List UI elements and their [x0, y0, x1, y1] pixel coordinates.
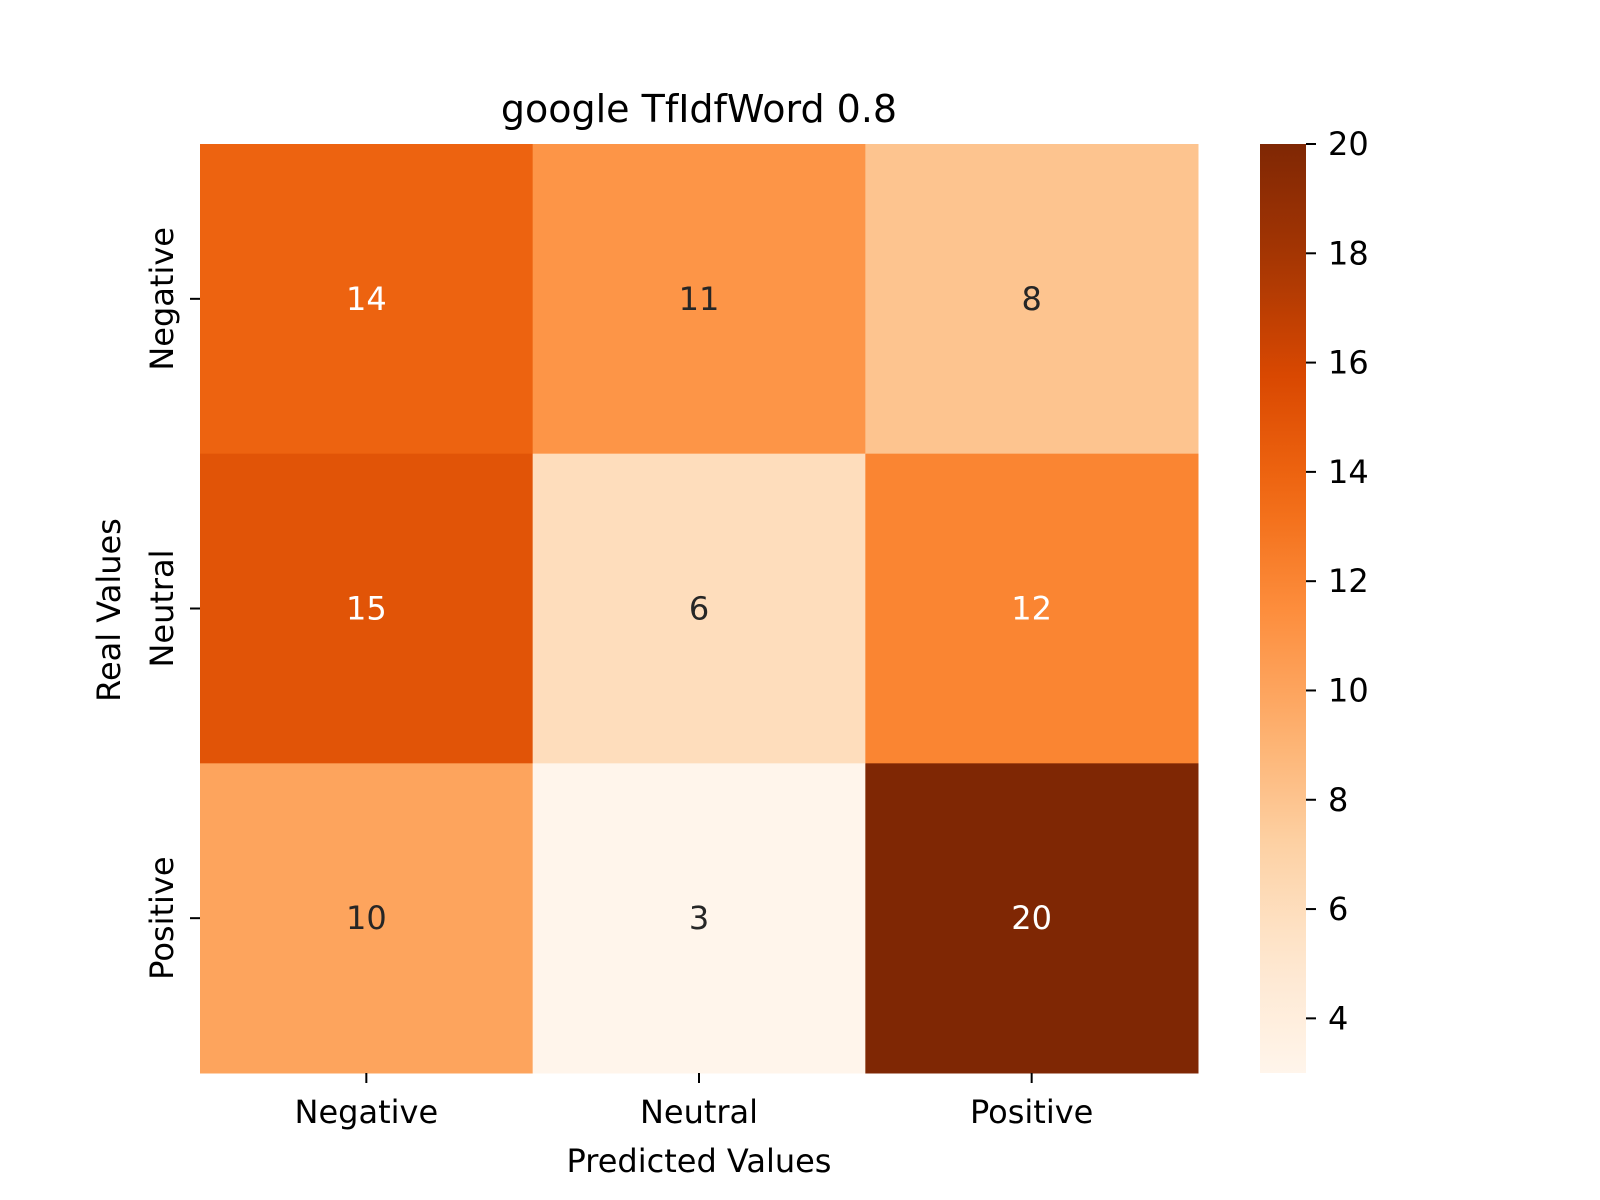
colorbar: 4 6 8 10 12 14 16 18 20	[1260, 125, 1369, 1073]
colorbar-tick-label: 8	[1328, 781, 1348, 819]
colorbar-tick-label: 6	[1328, 890, 1348, 928]
colorbar-tick-label: 4	[1328, 999, 1348, 1037]
colorbar-tick-label: 18	[1328, 234, 1369, 272]
cell-value-label: 20	[1011, 899, 1052, 937]
cell-value-label: 14	[346, 280, 387, 318]
colorbar-tick-label: 12	[1328, 562, 1369, 600]
heatmap-cell	[865, 144, 1199, 455]
heatmap-cell	[865, 453, 1199, 764]
cell-value-label: 3	[689, 899, 709, 937]
colorbar-gradient	[1260, 144, 1306, 1073]
x-tick-label: Negative	[295, 1093, 439, 1131]
cell-value-label: 10	[346, 899, 387, 937]
x-tick-label: Neutral	[640, 1093, 758, 1131]
heatmap-cell	[200, 763, 534, 1074]
cell-value-label: 15	[346, 590, 387, 628]
colorbar-tick-label: 14	[1328, 453, 1369, 491]
cell-value-label: 11	[679, 280, 720, 318]
x-axis-label: Predicted Values	[567, 1142, 832, 1180]
heatmap-cell	[200, 453, 534, 764]
colorbar-tick-label: 16	[1328, 344, 1369, 382]
heatmap-cells	[200, 144, 1199, 1074]
y-axis-ticks: Negative Neutral Positive	[143, 227, 200, 980]
heatmap-cell-labels: 14 11 8 15 6 12 10 3 20	[346, 280, 1052, 937]
cell-value-label: 8	[1021, 280, 1041, 318]
y-tick-label: Positive	[143, 856, 181, 979]
heatmap-cell	[532, 453, 866, 764]
y-tick-label: Negative	[143, 227, 181, 371]
x-tick-label: Positive	[970, 1093, 1093, 1131]
heatmap-cell	[532, 144, 866, 455]
y-axis-label: Real Values	[90, 518, 128, 702]
heatmap-cell	[200, 144, 534, 455]
chart-title: google TfIdfWord 0.8	[501, 87, 897, 131]
heatmap-cell	[865, 763, 1199, 1074]
cell-value-label: 6	[689, 590, 709, 628]
heatmap-cell	[532, 763, 866, 1074]
y-tick-label: Neutral	[143, 549, 181, 667]
colorbar-tick-label: 10	[1328, 671, 1369, 709]
cell-value-label: 12	[1011, 590, 1052, 628]
x-axis-ticks: Negative Neutral Positive	[295, 1073, 1093, 1131]
colorbar-tick-label: 20	[1328, 125, 1369, 163]
